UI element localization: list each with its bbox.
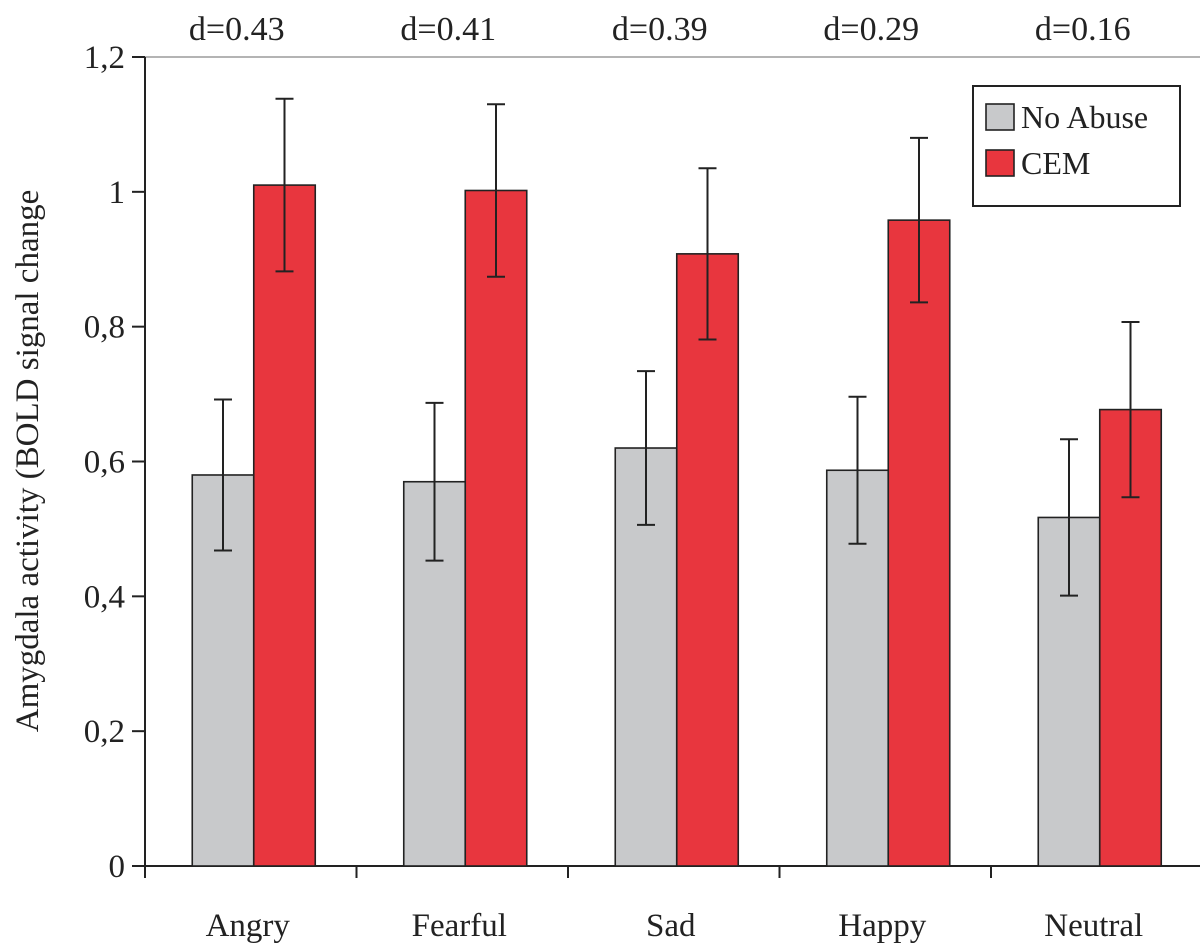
- effect-size-label: d=0.43: [189, 11, 285, 48]
- legend-label: No Abuse: [1021, 99, 1148, 135]
- y-axis-label: Amygdala activity (BOLD signal change: [10, 190, 46, 733]
- effect-size-labels: d=0.43 d=0.41 d=0.39 d=0.29 d=0.16: [189, 11, 1131, 48]
- y-axis: 0 0,2 0,4 0,6 0,8 1 1,2: [84, 40, 146, 885]
- y-tick-label: 0,8: [84, 310, 125, 346]
- y-tick-label: 0,6: [84, 445, 125, 481]
- y-tick-label: 0: [109, 849, 126, 885]
- x-category-label: Fearful: [412, 908, 507, 944]
- x-category-label: Happy: [838, 908, 926, 944]
- bar-cem-sad: [675, 253, 740, 867]
- legend-label: CEM: [1021, 145, 1090, 181]
- y-tick-label: 0,2: [84, 714, 125, 750]
- legend: No Abuse CEM: [972, 85, 1181, 207]
- x-axis: Angry Fearful Sad Happy Neutral: [144, 865, 1200, 944]
- effect-size-label: d=0.16: [1035, 11, 1131, 48]
- bars: [191, 184, 1163, 867]
- bar-cem-happy: [887, 219, 951, 867]
- bar-cem-fearful: [464, 189, 528, 867]
- y-tick-label: 0,4: [84, 579, 125, 615]
- x-category-label: Neutral: [1044, 908, 1143, 944]
- effect-size-label: d=0.29: [823, 11, 919, 48]
- x-category-label: Angry: [206, 908, 291, 944]
- effect-size-label: d=0.41: [400, 11, 496, 48]
- error-bars: [214, 97, 1140, 597]
- effect-size-label: d=0.39: [612, 11, 708, 48]
- x-category-label: Sad: [646, 908, 696, 944]
- y-tick-label: 1,2: [84, 40, 125, 76]
- bar-cem-angry: [252, 184, 317, 867]
- y-tick-label: 1: [109, 175, 126, 211]
- legend-swatch: [985, 149, 1015, 177]
- legend-swatch: [985, 103, 1015, 131]
